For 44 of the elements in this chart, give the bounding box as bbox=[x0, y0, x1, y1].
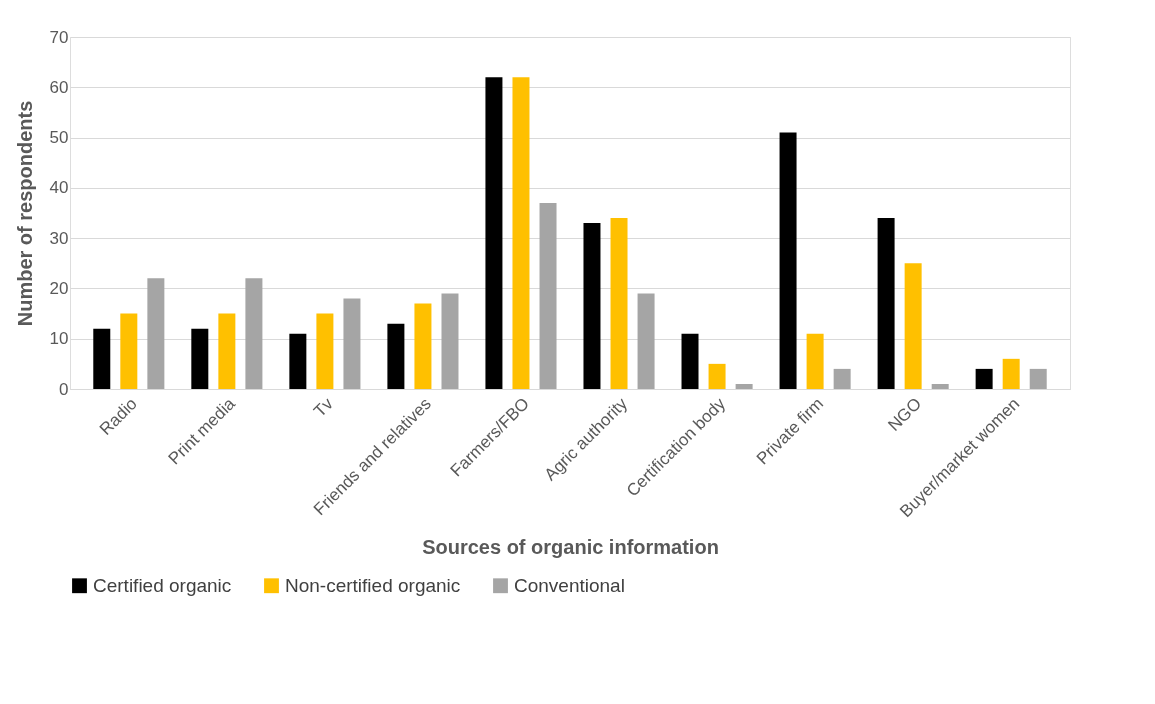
bar bbox=[289, 333, 307, 389]
bar bbox=[806, 333, 824, 389]
bar bbox=[485, 77, 503, 389]
bar bbox=[708, 363, 726, 389]
y-tick-label: 40 bbox=[49, 178, 69, 198]
bar bbox=[735, 383, 753, 389]
bar bbox=[610, 218, 628, 389]
bar bbox=[637, 293, 655, 389]
bar bbox=[681, 333, 699, 389]
y-tick-label: 20 bbox=[49, 278, 69, 298]
bar bbox=[779, 132, 797, 389]
bar bbox=[441, 293, 459, 389]
bar bbox=[343, 298, 361, 389]
bar bbox=[583, 223, 601, 389]
legend-label: Non-certified organic bbox=[285, 574, 461, 596]
bar bbox=[512, 77, 530, 389]
legend-label: Certified organic bbox=[93, 574, 232, 596]
y-axis-title: Number of respondents bbox=[13, 100, 36, 327]
bar bbox=[147, 278, 165, 389]
bar bbox=[833, 368, 851, 389]
bar bbox=[245, 278, 263, 389]
x-axis-title: Sources of organic information bbox=[422, 536, 719, 559]
x-tick-label: Tv bbox=[310, 393, 338, 421]
bar bbox=[539, 202, 557, 389]
bar bbox=[218, 313, 236, 389]
bar bbox=[975, 368, 993, 389]
y-tick-label: 10 bbox=[49, 329, 69, 349]
y-tick-label: 50 bbox=[49, 128, 69, 148]
y-tick-label: 70 bbox=[49, 27, 69, 47]
bar bbox=[387, 323, 405, 389]
bar bbox=[316, 313, 334, 389]
bar bbox=[877, 218, 895, 389]
bar bbox=[414, 303, 432, 389]
bar bbox=[191, 328, 209, 389]
bar bbox=[931, 383, 949, 389]
bar bbox=[93, 328, 111, 389]
bar bbox=[904, 263, 922, 389]
y-tick-label: 60 bbox=[49, 77, 69, 97]
y-tick-label: 0 bbox=[59, 379, 69, 399]
bar bbox=[120, 313, 138, 389]
bar bbox=[1029, 368, 1047, 389]
legend-label: Conventional bbox=[514, 574, 625, 596]
y-tick-label: 30 bbox=[49, 228, 69, 248]
bar bbox=[1002, 358, 1020, 389]
